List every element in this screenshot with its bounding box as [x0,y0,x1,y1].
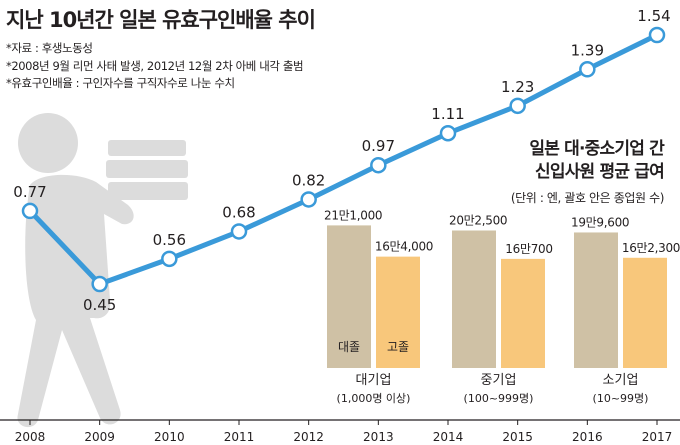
salary-category-label: 중기업 [481,373,517,388]
salary-bar-value-label: 16만4,000 [375,240,433,254]
job-ratio-value-label: 1.39 [571,41,604,59]
salary-bar-value-label: 21만1,000 [324,208,382,222]
bar-chart-title-line-2: 신입사원 평균 급여 [535,162,665,182]
bar-chart-title-line-1: 일본 대·중소기업 간 [529,139,664,159]
salary-bar-value-label: 16만700 [505,242,552,256]
salary-bar [574,232,618,368]
note-event: *2008년 9월 리먼 사태 발생, 2012년 12월 2차 아베 내각 출… [6,58,304,73]
job-ratio-value-label: 0.68 [222,203,255,221]
x-axis-tick-label: 2014 [433,430,464,444]
salary-category-note: (1,000명 이상) [337,392,411,405]
source-notes: *자료 : 후생노동성 *2008년 9월 리먼 사태 발생, 2012년 12… [6,40,304,93]
salary-bar-value-label: 16만2,300 [622,241,680,255]
x-axis-tick-label: 2016 [572,430,603,444]
job-ratio-point [300,191,317,208]
salary-bar-series-label: 고졸 [387,340,409,354]
worker-carrying-boxes-icon [17,113,188,428]
salary-bar [501,258,545,368]
note-source: *자료 : 후생노동성 [6,41,93,55]
bar-chart-title: 일본 대·중소기업 간 신입사원 평균 급여 [529,138,664,184]
job-ratio-point [91,275,108,293]
job-ratio-point [161,250,178,268]
job-ratio-value-label: 1.11 [431,105,464,123]
salary-bar [376,256,420,368]
x-axis-tick-label: 2009 [84,430,115,444]
job-ratio-value-label: 0.82 [292,171,325,189]
salary-category-note: (10~99명) [593,392,649,405]
salary-bar [452,230,496,368]
salary-bar-series-label: 대졸 [338,340,360,354]
x-axis-tick-label: 2015 [502,430,533,444]
job-ratio-series-line [27,32,660,287]
salary-category-label: 소기업 [603,373,639,388]
x-axis-tick-label: 2013 [363,430,394,444]
salary-category-note: (100~999명) [464,392,534,405]
job-ratio-point [509,97,526,115]
x-axis-tick-label: 2011 [224,430,255,444]
job-ratio-point [439,124,457,142]
x-axis: 2008 2009 2010 2011 2012 2013 2014 2015 2016 2017 [0,419,680,444]
salary-bar [623,257,667,368]
salary-bar [327,225,371,368]
note-definition: *유효구인배율 : 구인자수를 구직자수로 나눈 수치 [6,76,235,90]
x-axis-tick-label: 2010 [154,430,185,444]
job-ratio-point [648,26,666,44]
bar-chart-unit-note: (단위 : 엔, 괄호 안은 종업원 수) [510,191,665,205]
job-ratio-value-label: 0.97 [362,137,395,155]
job-ratio-value-label: 0.45 [83,296,116,314]
x-axis-tick-label: 2008 [15,430,46,444]
job-ratio-value-label: 1.54 [637,7,670,25]
job-ratio-value-label: 0.56 [153,231,186,249]
salary-bar-value-label: 20만2,500 [449,213,507,227]
job-ratio-point [579,61,596,78]
job-ratio-point [230,223,248,240]
job-ratio-point [370,156,387,174]
x-axis-tick-label: 2012 [293,430,324,444]
chart-title: 지난 10년간 일본 유효구인배율 추이 [6,8,316,32]
salary-bar-value-label: 19만9,600 [571,215,629,229]
job-ratio-value-label: 0.77 [13,183,46,201]
x-axis-tick-label: 2017 [642,430,673,444]
salary-category-label: 대기업 [356,373,392,388]
job-ratio-value-label: 1.23 [501,78,534,96]
job-ratio-line-chart: 0.77 0.45 0.56 0.68 0.82 0.97 1.11 1.23 1.39 1.54 [13,7,670,314]
job-ratio-point [21,202,39,220]
